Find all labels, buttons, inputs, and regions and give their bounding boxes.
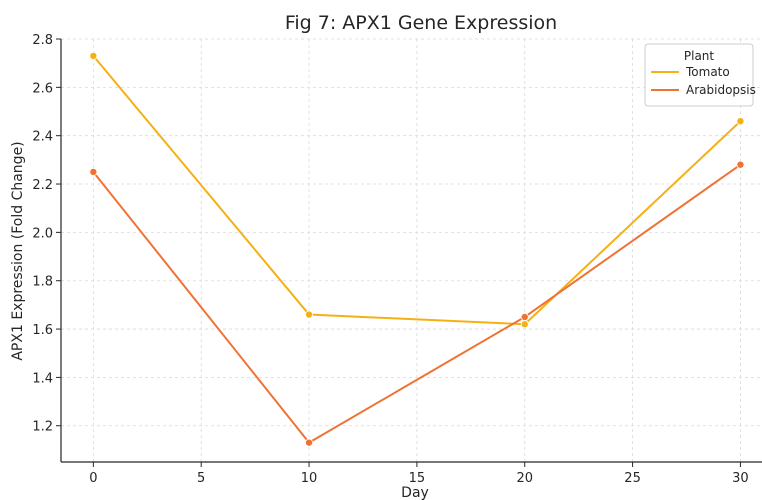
legend-label-tomato: Tomato bbox=[685, 65, 730, 79]
legend-items: Tomato Arabidopsis bbox=[651, 65, 756, 97]
y-axis-label: APX1 Expression (Fold Change) bbox=[10, 141, 26, 360]
legend-item-tomato: Tomato bbox=[651, 65, 730, 79]
y-tick-label: 1.4 bbox=[32, 371, 53, 386]
data-point-tomato bbox=[520, 320, 529, 329]
x-tick-label: 15 bbox=[409, 471, 426, 486]
data-point-arabidopsis bbox=[520, 312, 529, 321]
x-tick-label: 20 bbox=[516, 471, 533, 486]
ticks: 0 5 10 15 20 25 30 1.2 1.4 1.6 1.8 2.0 2.2 2.4 2.6 2.8 bbox=[32, 33, 748, 486]
y-tick-label: 2.2 bbox=[32, 178, 53, 193]
series-arabidopsis bbox=[89, 160, 745, 447]
legend: Plant Tomato Arabidopsis bbox=[644, 43, 756, 107]
y-tick-label: 1.8 bbox=[32, 275, 53, 290]
x-axis-label: Day bbox=[401, 485, 429, 500]
y-tick-label: 2.0 bbox=[32, 226, 53, 241]
data-point-tomato bbox=[305, 310, 314, 319]
y-tick-label: 1.2 bbox=[32, 420, 53, 435]
data-point-arabidopsis bbox=[736, 160, 745, 169]
x-tick-label: 25 bbox=[624, 471, 641, 486]
legend-item-arabidopsis: Arabidopsis bbox=[651, 83, 756, 97]
axes bbox=[60, 39, 762, 463]
data-point-tomato bbox=[736, 117, 745, 126]
legend-label-arabidopsis: Arabidopsis bbox=[686, 83, 756, 97]
x-tick-label: 30 bbox=[732, 471, 749, 486]
x-tick-label: 10 bbox=[301, 471, 318, 486]
y-tick-label: 2.6 bbox=[32, 81, 53, 96]
x-tick-label: 5 bbox=[197, 471, 205, 486]
series bbox=[89, 51, 745, 447]
y-tick-label: 2.4 bbox=[32, 130, 53, 145]
data-point-arabidopsis bbox=[89, 167, 98, 176]
y-tick-label: 1.6 bbox=[32, 323, 53, 338]
series-line-arabidopsis bbox=[92, 163, 742, 444]
data-point-tomato bbox=[89, 51, 98, 60]
legend-title: Plant bbox=[684, 49, 715, 63]
x-tick-label: 0 bbox=[89, 471, 97, 486]
series-line-tomato bbox=[92, 55, 742, 326]
y-tick-label: 2.8 bbox=[32, 33, 53, 48]
chart-title: Fig 7: APX1 Gene Expression bbox=[285, 12, 557, 34]
data-point-arabidopsis bbox=[305, 438, 314, 447]
